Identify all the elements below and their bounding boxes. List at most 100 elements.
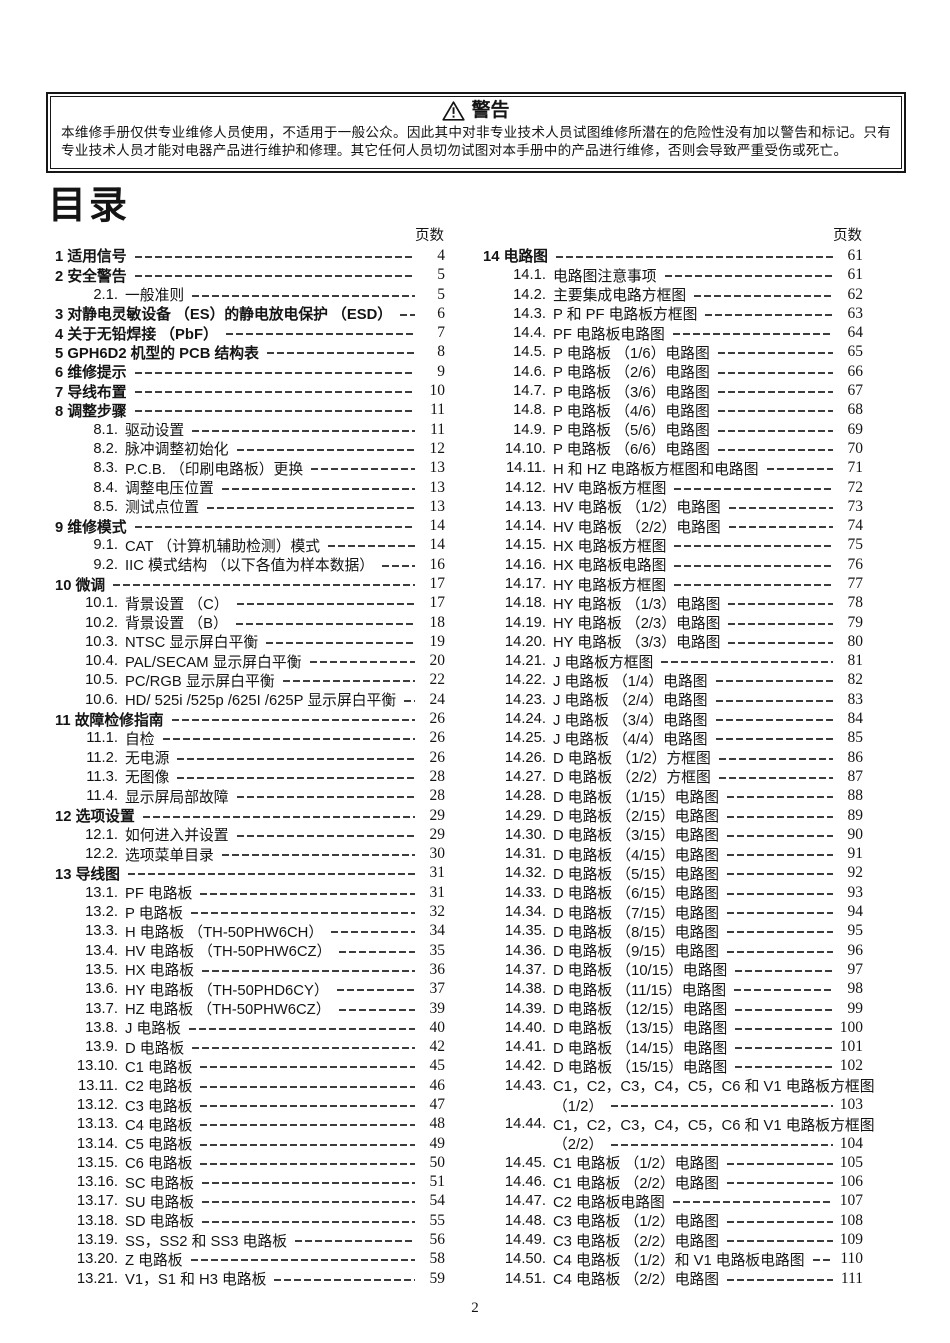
dotted-leader xyxy=(735,1066,833,1069)
toc-entry-page: 51 xyxy=(429,1173,446,1191)
toc-entry-title: SC 电路板 xyxy=(125,1175,195,1192)
dotted-leader xyxy=(328,545,415,548)
toc-entry-number: 14.30. xyxy=(504,826,546,843)
dotted-leader xyxy=(717,352,833,355)
dotted-leader xyxy=(717,429,833,432)
dotted-leader xyxy=(331,931,415,934)
toc-entry-page: 22 xyxy=(429,671,446,689)
dotted-leader xyxy=(404,699,415,702)
toc-entry-title: J 电路板方框图 xyxy=(553,654,654,671)
toc-row: 8.1. 驱动设置 11 xyxy=(55,420,445,440)
toc-entry-page: 103 xyxy=(839,1096,863,1113)
toc-entry-number: 14.11. xyxy=(505,460,546,477)
toc-row: 14.42. D 电路板 （15/15）电路图 102 xyxy=(483,1057,863,1076)
toc-entry-number: 2.1. xyxy=(93,286,118,303)
toc-entry-number: 14.1. xyxy=(513,267,546,284)
page-number-header-right: 页数 xyxy=(833,228,862,244)
toc-entry-title: 无电源 xyxy=(125,751,170,768)
toc-row: 14.50. C4 电路板 （1/2）和 V1 电路板电路图 110 xyxy=(483,1250,863,1269)
toc-row: 14.28. D 电路板 （1/15）电路图 88 xyxy=(483,787,863,806)
dotted-leader xyxy=(200,1085,415,1088)
toc-row: 13.13. C4 电路板 48 xyxy=(55,1115,445,1134)
dotted-leader xyxy=(200,1162,415,1165)
toc-entry-page: 14 xyxy=(429,536,446,554)
dotted-leader xyxy=(715,719,833,722)
toc-entry-title: 13 导线图 xyxy=(55,866,120,883)
toc-entry-title: 如何进入并设置 xyxy=(125,828,229,845)
toc-entry-page: 55 xyxy=(429,1211,446,1229)
toc-entry-page: 9 xyxy=(437,362,445,380)
toc-entry-title: 14 电路图 xyxy=(483,249,548,266)
toc-row: （1/2） 103 xyxy=(483,1095,863,1115)
dotted-leader xyxy=(134,255,415,258)
toc-entry-number: 14.18. xyxy=(504,595,546,612)
toc-row: 13.3. H 电路板 （TH-50PHW6CH） 34 xyxy=(55,922,445,941)
toc-entry-number: 14.3. xyxy=(513,305,546,322)
warning-body-text: 本维修手册仅供专业维修人员使用，不适用于一般公众。因此其中对非专业技术人员试图维… xyxy=(61,125,891,158)
toc-entry-number: 14.26. xyxy=(504,749,546,766)
toc-entry-title: 驱动设置 xyxy=(125,423,185,440)
toc-row: 14.34. D 电路板 （7/15）电路图 94 xyxy=(483,902,863,922)
toc-entry-number: 12.2. xyxy=(85,846,118,863)
dotted-leader xyxy=(235,622,415,625)
toc-entry-title: D 电路板 （14/15）电路图 xyxy=(553,1040,728,1057)
toc-entry-title: HX 电路板方框图 xyxy=(553,538,667,555)
toc-entry-title: 脉冲调整初始化 xyxy=(125,442,229,459)
toc-row: 11 故障检修指南 26 xyxy=(55,709,446,729)
dotted-leader xyxy=(192,429,415,432)
toc-entry-title: C3 电路板 xyxy=(125,1098,193,1115)
toc-entry-number: 14.13. xyxy=(504,498,546,515)
toc-entry-title: C2 电路板电路图 xyxy=(553,1195,665,1211)
toc-entry-title: HY 电路板 （2/3）电路图 xyxy=(553,616,721,633)
toc-entry-page: 31 xyxy=(429,883,446,901)
dotted-leader xyxy=(717,371,833,374)
toc-row: 2 安全警告 5 xyxy=(55,266,445,285)
dotted-leader xyxy=(225,333,415,336)
toc-entry-number: 14.9. xyxy=(513,421,546,438)
toc-entry-number: 8.5. xyxy=(93,498,118,515)
toc-row: 14.4. PF 电路板电路图 64 xyxy=(483,323,863,343)
toc-entry-title: PC/RGB 显示屏白平衡 xyxy=(125,673,275,690)
toc-entry-page: 83 xyxy=(847,690,864,708)
toc-row: 11.1. 自检 26 xyxy=(55,729,445,748)
toc-entry-title: HV 电路板 （2/2）电路图 xyxy=(553,519,721,536)
toc-entry-number: 10.4. xyxy=(85,653,118,670)
toc-entry-title: CAT （计算机辅助检测）模式 xyxy=(125,538,321,555)
toc-row: 9.2. IIC 模式结构 （以下各值为样本数据） 16 xyxy=(55,555,445,575)
dotted-leader xyxy=(382,564,415,567)
toc-entry-number: 14.47. xyxy=(504,1193,546,1210)
toc-entry-page: 78 xyxy=(847,594,864,612)
toc-entry-page: 26 xyxy=(429,710,446,728)
toc-entry-title: C6 电路板 xyxy=(125,1156,193,1173)
toc-entry-title: 2 安全警告 xyxy=(55,268,127,285)
toc-entry-title: P 和 PF 电路板方框图 xyxy=(553,307,698,324)
toc-entry-number: 11.2. xyxy=(86,749,118,766)
toc-entry-page: 102 xyxy=(839,1057,863,1075)
dotted-leader xyxy=(202,1220,415,1223)
toc-entry-page: 104 xyxy=(839,1134,863,1152)
toc-entry-page: 28 xyxy=(429,767,446,785)
toc-entry-page: 110 xyxy=(840,1250,863,1268)
toc-row: 14 电路图 61 xyxy=(483,246,863,266)
toc-entry-title: C3 电路板 （1/2）电路图 xyxy=(553,1214,720,1231)
toc-entry-page: 50 xyxy=(429,1153,446,1171)
toc-entry-number: 11.4. xyxy=(86,788,118,805)
dotted-leader xyxy=(674,545,833,548)
toc-entry-page: 101 xyxy=(839,1038,863,1056)
toc-row: 14.21. J 电路板方框图 81 xyxy=(483,652,863,671)
toc-entry-page: 97 xyxy=(847,960,864,978)
toc-entry-title: D 电路板 （1/15）电路图 xyxy=(553,789,720,806)
toc-entry-title: 8 调整步骤 xyxy=(55,403,127,420)
toc-entry-page: 76 xyxy=(847,555,864,573)
toc-entry-page: 111 xyxy=(840,1269,863,1287)
toc-entry-number: 14.6. xyxy=(513,363,546,380)
toc-entry-title: D 电路板 （10/15）电路图 xyxy=(553,963,728,980)
toc-row: 14.10. P 电路板 （6/6）电路图 70 xyxy=(483,439,863,459)
toc-entry-title: 测试点位置 xyxy=(125,500,199,517)
dotted-leader xyxy=(674,583,833,586)
toc-entry-page: 80 xyxy=(847,632,864,650)
toc-row: 14.25. J 电路板 （4/4）电路图 85 xyxy=(483,729,863,748)
toc-entry-number: 13.11. xyxy=(77,1077,118,1094)
toc-entry-page: 73 xyxy=(847,497,864,515)
dotted-leader xyxy=(735,1008,833,1011)
